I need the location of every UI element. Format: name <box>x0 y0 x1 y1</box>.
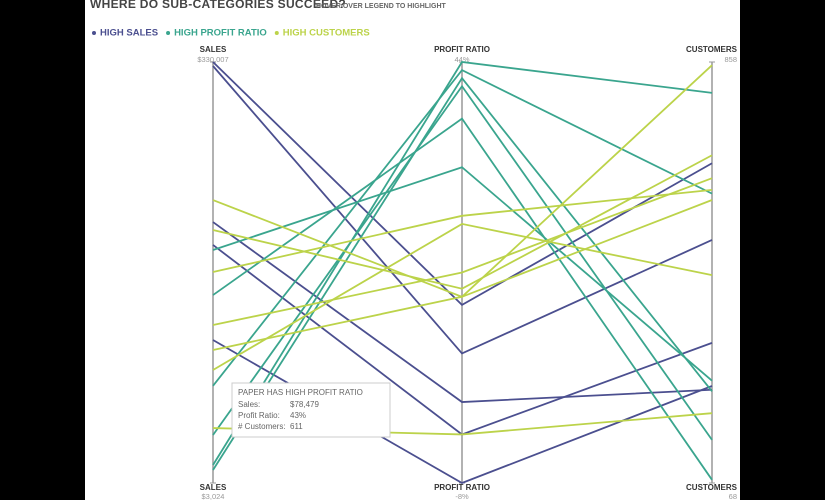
tooltip: PAPER HAS HIGH PROFIT RATIO Sales: $78,479… <box>231 382 391 438</box>
chart-background <box>85 0 740 500</box>
axis-min-label: -8% <box>455 492 469 500</box>
data-line <box>212 154 713 290</box>
legend-label[interactable]: HIGH CUSTOMERS <box>283 28 370 39</box>
tooltip-value: 611 <box>290 422 303 431</box>
tooltip-box <box>231 382 391 438</box>
chart-subtitle: HOVER OVER LEGEND TO HIGHLIGHT <box>316 3 446 10</box>
legend-marker[interactable] <box>274 31 279 35</box>
tooltip-value: $78,479 <box>290 400 319 409</box>
legend-label[interactable]: HIGH SALES <box>100 28 158 39</box>
tooltip-label: Profit Ratio: <box>238 411 280 420</box>
data-line <box>212 76 713 471</box>
legend-label[interactable]: HIGH PROFIT RATIO <box>174 28 267 39</box>
tooltip-value: 43% <box>290 411 306 420</box>
data-line <box>212 68 713 387</box>
axis-max-label: 44% <box>454 55 469 64</box>
data-line <box>212 117 713 481</box>
axis-name: CUSTOMERS <box>686 45 738 54</box>
data-line <box>212 189 713 273</box>
data-line <box>212 61 713 466</box>
axis-name: PROFIT RATIO <box>434 483 490 492</box>
axis-max-label: $330,007 <box>197 55 228 64</box>
data-line <box>212 177 713 326</box>
logo <box>95 488 141 500</box>
tooltip-label: # Customers: <box>238 422 286 431</box>
legend-marker[interactable] <box>92 31 96 35</box>
data-line <box>212 84 713 441</box>
axis-max-label: 858 <box>724 55 737 64</box>
chart-title: WHERE DO SUB-CATEGORIES SUCCEED? <box>90 0 346 11</box>
data-line <box>212 65 713 355</box>
axis-name: SALES <box>200 45 227 54</box>
data-line <box>212 199 713 351</box>
axis-name: PROFIT RATIO <box>434 45 490 54</box>
axis-name: CUSTOMERS <box>686 483 738 492</box>
tooltip-title: PAPER HAS HIGH PROFIT RATIO <box>238 388 363 397</box>
axis-name: SALES <box>200 483 227 492</box>
data-line <box>212 222 713 371</box>
lines <box>212 61 713 484</box>
tooltip-label: Sales: <box>238 400 260 409</box>
axis-min-label: 68 <box>729 492 737 500</box>
legend-marker[interactable] <box>166 31 171 35</box>
legend[interactable]: HIGH SALES HIGH PROFIT RATIO HIGH CUSTOMER… <box>92 28 370 39</box>
axis-min-label: $3,024 <box>202 492 225 500</box>
data-line <box>212 166 713 382</box>
